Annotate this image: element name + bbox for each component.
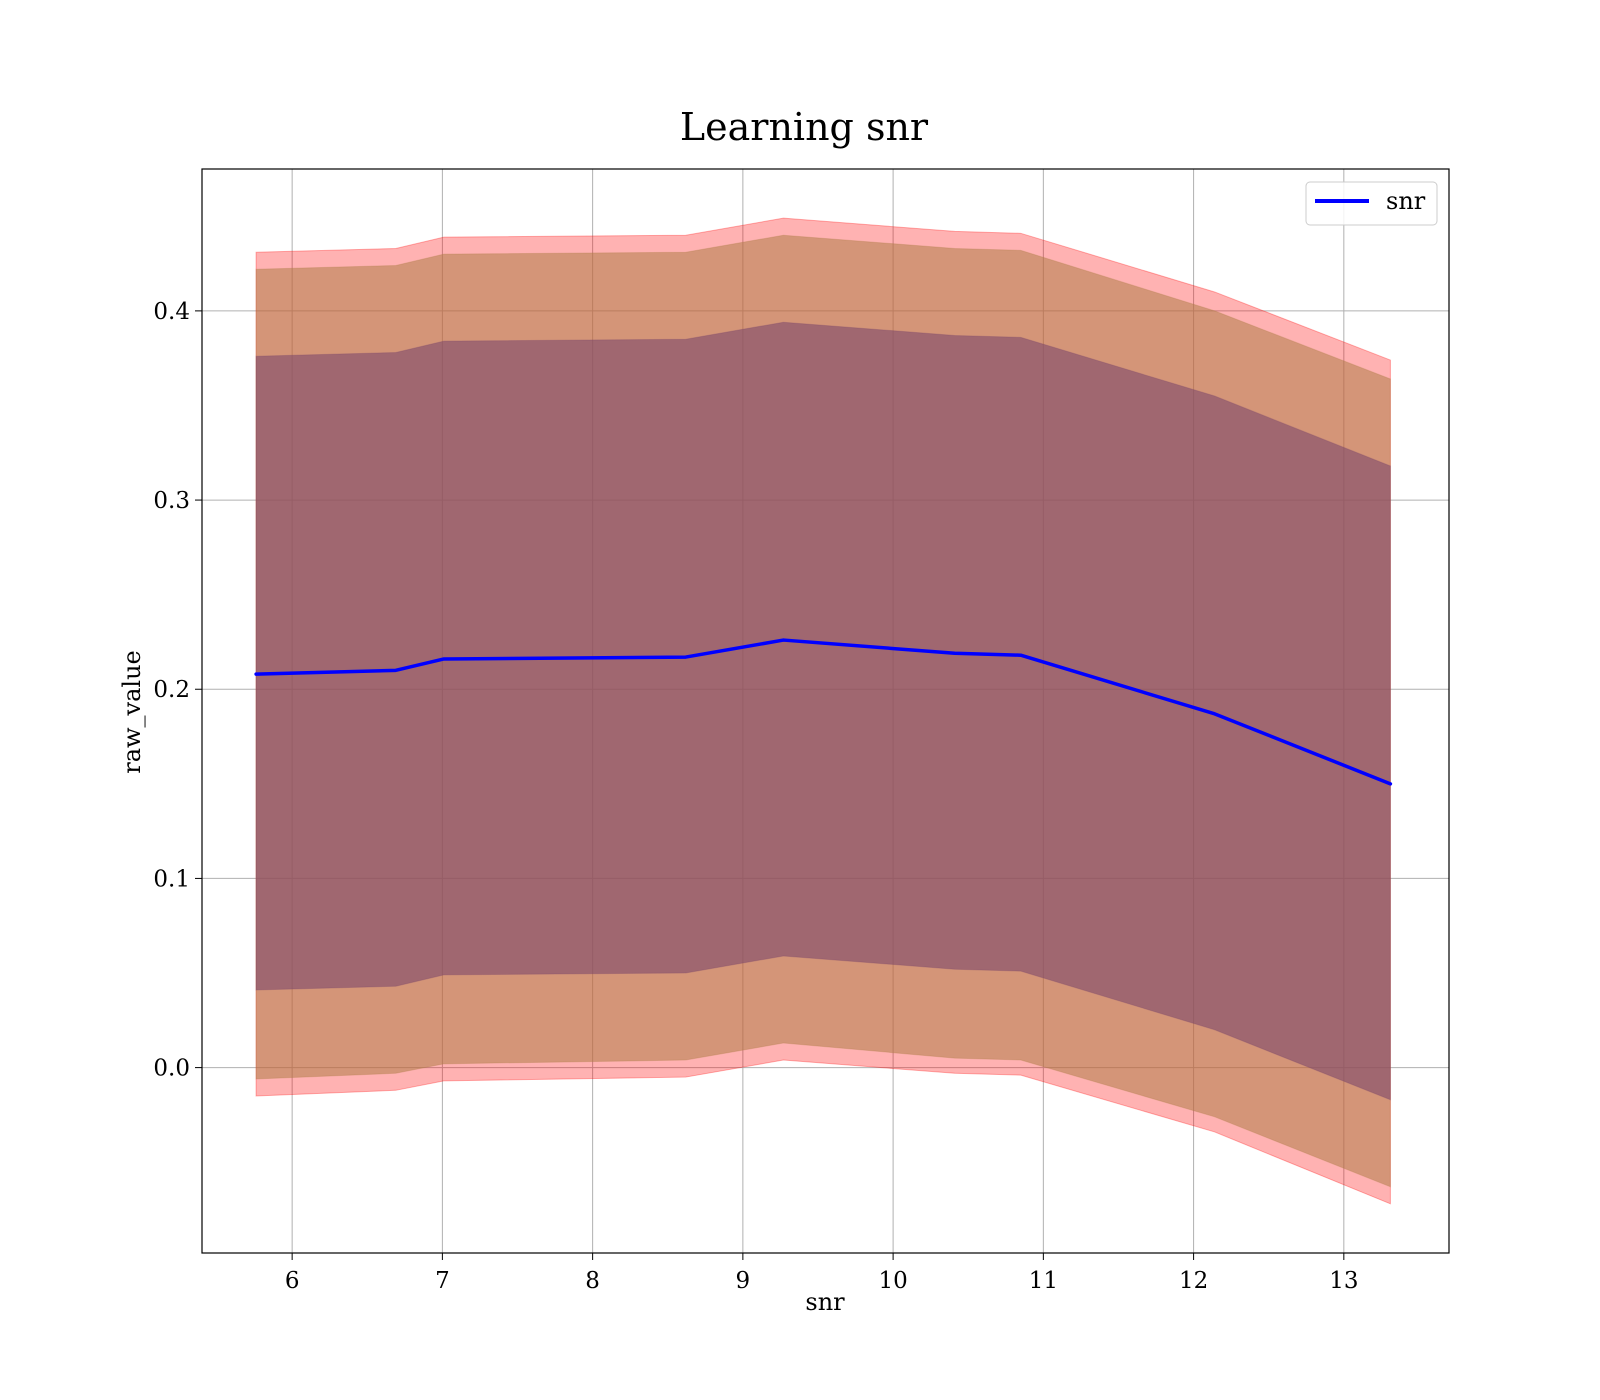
y-tick-label: 0.3 [153, 488, 190, 514]
x-tick-label: 12 [1179, 1268, 1208, 1294]
y-tick-label: 0.2 [153, 677, 190, 703]
series-lines [254, 638, 1393, 786]
plot-frame [201, 168, 1450, 1254]
legend-box [1305, 181, 1438, 226]
x-tick-label: 7 [435, 1268, 450, 1294]
x-tick-label: 10 [878, 1268, 907, 1294]
x-axis-label: snr [805, 1288, 845, 1316]
x-tick-label: 13 [1329, 1268, 1358, 1294]
y-tick-label: 0.4 [153, 299, 190, 325]
bands [255, 217, 1391, 1205]
band-inner [255, 321, 1391, 1101]
legend-label-snr: snr [1386, 187, 1426, 215]
y-tick-label: 0.0 [153, 1056, 190, 1082]
ticks: 6 7 8 9 10 11 12 13 0.0 0.1 0.2 0.3 0.4 [153, 299, 1358, 1294]
y-tick-label: 0.1 [153, 866, 190, 892]
y-axis-label: raw_value [118, 650, 146, 774]
x-tick-label: 11 [1029, 1268, 1058, 1294]
series-line-snr [254, 638, 1393, 786]
chart-title: Learning snr [680, 105, 929, 149]
x-tick-label: 6 [285, 1268, 300, 1294]
x-tick-label: 8 [585, 1268, 600, 1294]
x-tick-label: 9 [736, 1268, 751, 1294]
legend: snr [1305, 181, 1438, 226]
